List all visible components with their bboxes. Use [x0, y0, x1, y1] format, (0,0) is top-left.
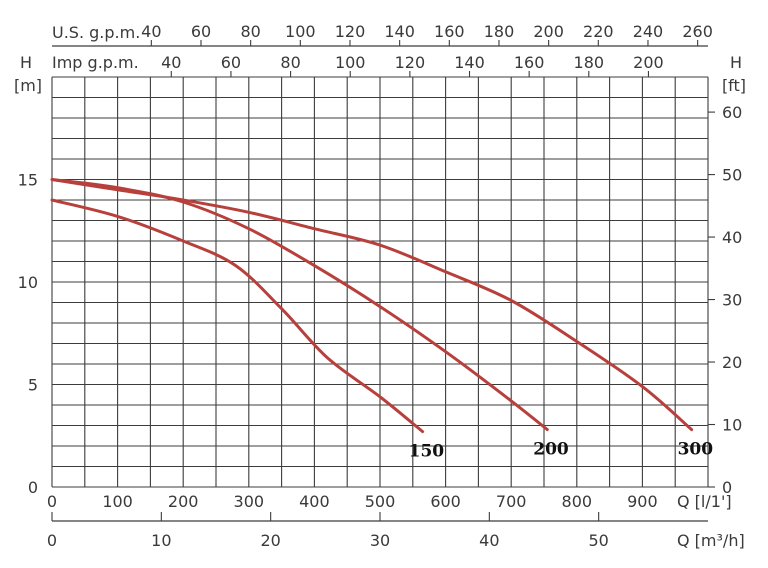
us-gpm-tick-label: 40 — [141, 22, 161, 41]
curve-label-300: 300 — [678, 440, 714, 460]
imp-gpm-tick-label: 160 — [514, 53, 545, 72]
flow-lmin-tick-label: 300 — [234, 492, 265, 511]
us-gpm-tick-label: 180 — [484, 22, 515, 41]
flow-lmin-tick-label: 500 — [365, 492, 396, 511]
flow-m3h-axis-label: Q [m³/h] — [677, 531, 745, 550]
flow-lmin-tick-label: 200 — [168, 492, 199, 511]
flow-lmin-tick-label: 900 — [627, 492, 658, 511]
curve-150 — [50, 198, 425, 434]
us-gpm-tick-label: 160 — [434, 22, 465, 41]
right-tick-label: 20 — [722, 353, 742, 372]
right-axis-unit-label: [ft] — [722, 76, 746, 95]
us-gpm-tick-label: 60 — [191, 22, 211, 41]
imp-gpm-tick-label: 60 — [221, 53, 241, 72]
imp-gpm-axis-label: Imp g.p.m. — [52, 53, 139, 72]
right-tick-label: 60 — [722, 103, 742, 122]
curve-300 — [50, 178, 694, 432]
imp-gpm-tick-label: 100 — [335, 53, 366, 72]
imp-gpm-tick-label: 120 — [395, 53, 426, 72]
us-gpm-tick-label: 200 — [533, 22, 564, 41]
flow-m3h-tick-label: 40 — [479, 531, 499, 550]
flow-lmin-axis-label: Q [l/1'] — [677, 492, 732, 511]
us-gpm-tick-label: 240 — [633, 22, 664, 41]
right-tick-label: 0 — [722, 478, 732, 497]
flow-m3h-tick-label: 0 — [47, 531, 57, 550]
us-gpm-tick-label: 100 — [285, 22, 316, 41]
flow-m3h-tick-label: 30 — [370, 531, 390, 550]
flow-lmin-tick-label: 0 — [47, 492, 57, 511]
us-gpm-tick-label: 80 — [240, 22, 260, 41]
imp-gpm-tick-label: 40 — [161, 53, 181, 72]
grid — [51, 45, 709, 522]
left-axis-h-label: H — [20, 53, 32, 72]
curve-200 — [50, 178, 549, 432]
right-tick-label: 40 — [722, 228, 742, 247]
right-axis-h-label: H — [730, 53, 742, 72]
right-tick-label: 10 — [722, 416, 742, 435]
flow-m3h-tick-label: 50 — [588, 531, 608, 550]
left-tick-label: 10 — [18, 273, 38, 292]
imp-gpm-tick-label: 80 — [280, 53, 300, 72]
flow-lmin-tick-label: 100 — [102, 492, 133, 511]
curves: 150 200 300 — [50, 178, 714, 462]
flow-lmin-tick-label: 600 — [430, 492, 461, 511]
imp-gpm-tick-label: 200 — [633, 53, 664, 72]
left-tick-label: 5 — [28, 376, 38, 395]
left-tick-label: 0 — [28, 478, 38, 497]
curve-label-150: 150 — [409, 442, 445, 462]
flow-m3h-tick-label: 20 — [260, 531, 280, 550]
us-gpm-tick-label: 120 — [335, 22, 366, 41]
flow-lmin-tick-label: 800 — [562, 492, 593, 511]
right-tick-label: 50 — [722, 166, 742, 185]
left-axis-unit-label: [m] — [14, 76, 42, 95]
us-gpm-tick-label: 220 — [583, 22, 614, 41]
curve-label-200: 200 — [533, 440, 569, 460]
us-gpm-tick-label: 260 — [682, 22, 713, 41]
left-tick-label: 15 — [18, 171, 38, 190]
flow-lmin-tick-label: 700 — [496, 492, 527, 511]
us-gpm-tick-label: 140 — [384, 22, 415, 41]
flow-lmin-tick-label: 400 — [299, 492, 330, 511]
imp-gpm-tick-label: 180 — [574, 53, 605, 72]
us-gpm-axis-label: U.S. g.p.m. — [52, 23, 140, 42]
flow-m3h-tick-label: 10 — [151, 531, 171, 550]
imp-gpm-tick-label: 140 — [454, 53, 485, 72]
right-tick-label: 30 — [722, 291, 742, 310]
